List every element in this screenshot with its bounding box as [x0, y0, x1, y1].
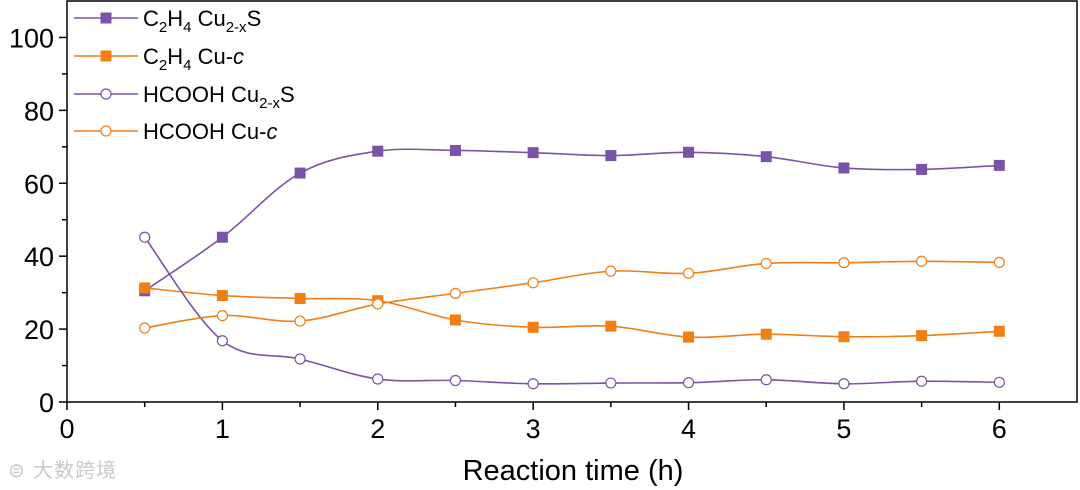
series-layer — [139, 144, 1005, 390]
data-point — [916, 375, 928, 387]
data-point — [605, 265, 617, 277]
legend-entry: HCOOH Cu-c — [74, 119, 277, 144]
series-line — [144, 148, 1000, 292]
series-1 — [139, 282, 1005, 343]
data-point — [838, 257, 850, 269]
data-point — [294, 292, 306, 304]
legend-entry: C2H4 Cu-c — [74, 44, 244, 74]
series-line — [144, 260, 1000, 329]
x-tick-label: 0 — [59, 414, 74, 444]
data-point — [216, 335, 228, 347]
data-point — [838, 331, 850, 343]
data-point — [682, 267, 695, 279]
data-point — [916, 163, 928, 175]
data-point — [993, 376, 1005, 388]
data-point — [294, 353, 306, 365]
data-point — [139, 282, 151, 294]
data-point — [216, 231, 228, 243]
y-tick-label: 80 — [24, 96, 54, 126]
data-point — [760, 374, 772, 386]
data-point — [372, 298, 384, 310]
plot-frame — [66, 0, 1078, 403]
data-point — [527, 277, 539, 289]
data-point — [294, 167, 306, 179]
x-tick-label: 1 — [215, 414, 230, 444]
watermark-logo-icon: ⊜ — [8, 458, 26, 482]
data-point — [993, 159, 1005, 171]
watermark-text: 大数跨境 — [33, 458, 118, 482]
y-tick-label: 20 — [24, 315, 54, 345]
series-line — [144, 287, 1000, 339]
data-point — [683, 146, 695, 158]
data-point — [449, 374, 462, 387]
data-point — [605, 320, 617, 332]
x-axis-title: Reaction time (h) — [463, 455, 684, 487]
x-tick-label: 4 — [681, 414, 696, 444]
x-tick-label: 6 — [992, 414, 1007, 444]
data-point — [294, 315, 306, 327]
data-point — [838, 162, 850, 174]
data-point — [605, 377, 617, 389]
data-point — [993, 325, 1005, 337]
legend-marker — [100, 125, 112, 137]
legend-marker — [100, 12, 112, 24]
legend: C2H4 Cu2-xS C2H4 Cu-c HCOOH Cu2-xS HCOOH Cu… — [74, 6, 295, 144]
legend-entry: C2H4 Cu2-xS — [74, 6, 261, 36]
legend-marker — [100, 88, 112, 100]
data-point — [527, 321, 539, 333]
x-tick-label: 2 — [370, 414, 385, 444]
plot-border — [66, 0, 1078, 403]
watermark: ⊜ 大数跨境 — [8, 454, 117, 483]
y-tick-label: 60 — [24, 169, 54, 199]
y-tick-label: 0 — [39, 388, 54, 418]
legend-label: C2H4 Cu-c — [143, 44, 244, 74]
data-point — [449, 314, 461, 326]
data-point — [683, 331, 695, 343]
data-point — [993, 256, 1005, 268]
data-point — [527, 378, 539, 390]
data-point — [372, 373, 384, 385]
data-point — [139, 322, 151, 334]
data-point — [449, 144, 461, 156]
y-tick-label: 40 — [24, 242, 54, 272]
legend-label: HCOOH Cu2-xS — [143, 82, 295, 112]
data-point — [216, 290, 228, 302]
data-point — [682, 377, 695, 389]
data-point — [760, 328, 772, 340]
y-tick-label: 100 — [9, 23, 54, 53]
data-point — [760, 257, 772, 270]
series-3 — [139, 255, 1005, 334]
data-point — [527, 147, 539, 159]
series-2 — [139, 231, 1005, 390]
legend-label: C2H4 Cu2-xS — [143, 6, 261, 36]
data-point — [449, 287, 462, 299]
legend-label: HCOOH Cu-c — [143, 119, 277, 144]
series-0 — [139, 144, 1005, 297]
x-tick-label: 5 — [836, 414, 851, 444]
legend-entry: HCOOH Cu2-xS — [74, 82, 295, 112]
data-point — [372, 145, 384, 157]
data-point — [760, 151, 772, 163]
data-point — [838, 378, 850, 390]
series-line — [144, 236, 1000, 385]
data-point — [916, 330, 928, 342]
x-tick-label: 3 — [526, 414, 541, 444]
legend-marker — [100, 50, 112, 62]
data-point — [605, 150, 617, 162]
data-point — [216, 310, 228, 322]
data-point — [916, 255, 928, 267]
data-point — [139, 231, 151, 243]
